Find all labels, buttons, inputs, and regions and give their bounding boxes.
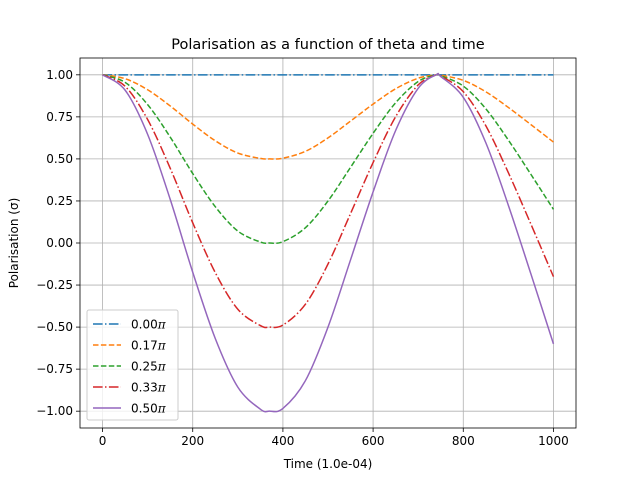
series-lines [102,72,555,413]
x-tick-label: 200 [181,434,204,448]
chart-title: Polarisation as a function of theta and … [171,37,485,53]
y-tick-label: −0.25 [36,278,73,292]
legend-entry-1: 0.17π [131,339,167,353]
y-axis-label: Polarisation (σ) [7,198,21,288]
y-tick-label: −1.00 [36,404,73,418]
legend-entry-0: 0.00π [131,318,167,332]
legend-entry-3: 0.33π [131,381,167,395]
y-tick-label: 0.50 [46,152,73,166]
series-line-3 [102,73,555,329]
x-axis-label: Time (1.0e-04) [283,457,373,471]
x-tick-label: 0 [99,434,107,448]
legend: 0.00π 0.17π 0.25π 0.33π 0.50π [86,309,179,421]
y-tick-label: 0.25 [46,194,73,208]
legend-frame [86,309,179,421]
y-tick-label: −0.50 [36,320,73,334]
legend-entry-4: 0.50π [131,402,167,416]
x-tick-label: 800 [452,434,475,448]
y-tick-label: 1.00 [46,68,73,82]
y-tick-label: 0.75 [46,110,73,124]
legend-entry-2: 0.25π [131,360,167,374]
y-tick-label: 0.00 [46,236,73,250]
x-tick-label: 1000 [538,434,569,448]
series-line-2 [102,73,555,245]
series-line-4 [102,72,555,413]
y-tick-label: −0.75 [36,362,73,376]
x-tick-label: 400 [271,434,294,448]
x-tick-label: 600 [362,434,385,448]
series-line-1 [102,73,554,160]
axis-ticks: 0 200 400 600 800 1000 −1.00 −0.75 −0.50 −0.25 0.0… [36,68,569,448]
